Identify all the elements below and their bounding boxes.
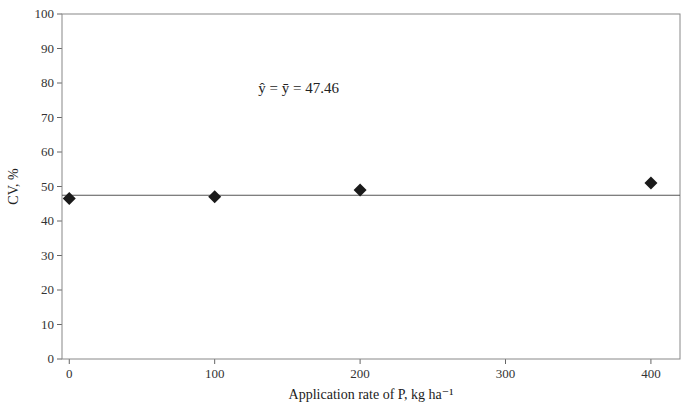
- y-tick: [57, 290, 62, 291]
- y-tick-label: 50: [41, 179, 54, 194]
- y-tick: [57, 324, 62, 325]
- x-tick: [650, 359, 651, 364]
- x-axis-label: Application rate of P, kg ha⁻¹: [289, 387, 454, 402]
- y-tick-label: 10: [41, 317, 54, 332]
- plot-area: [62, 177, 680, 206]
- annotation: ŷ = ȳ = 47.46: [258, 80, 339, 96]
- point: [63, 192, 76, 205]
- y-tick: [57, 83, 62, 84]
- x-tick-label: 200: [350, 366, 370, 381]
- plot-frame: [62, 14, 680, 359]
- x-tick-label: 300: [496, 366, 516, 381]
- y-tick-label: 0: [48, 351, 55, 366]
- x-tick: [505, 359, 506, 364]
- y-tick: [57, 186, 62, 187]
- mean-line: [62, 195, 680, 196]
- x-tick-label: 400: [641, 366, 661, 381]
- y-tick-label: 20: [41, 282, 54, 297]
- point: [208, 190, 221, 203]
- y-tick: [57, 152, 62, 153]
- y-tick-label: 60: [41, 144, 54, 159]
- y-tick: [57, 221, 62, 222]
- x-tick-label: 100: [205, 366, 225, 381]
- y-tick-label: 90: [41, 41, 54, 56]
- chart-container: 0 100 200 300 400 0 10 20 30 40 50 60 70 80 90 100 Appli…: [0, 0, 696, 411]
- y-tick-label: 100: [35, 6, 55, 21]
- y-tick-label: 80: [41, 75, 54, 90]
- y-tick-label: 70: [41, 110, 54, 125]
- y-tick: [57, 359, 62, 360]
- y-tick: [57, 255, 62, 256]
- y-tick-label: 40: [41, 213, 54, 228]
- x-tick: [360, 359, 361, 364]
- y-axis-label: CV, %: [6, 168, 21, 205]
- y-tick-label: 30: [41, 248, 54, 263]
- point: [644, 177, 657, 190]
- x-tick-label: 0: [66, 366, 73, 381]
- axes: 0 100 200 300 400 0 10 20 30 40 50 60 70 80 90 100: [35, 6, 661, 381]
- x-tick: [214, 359, 215, 364]
- y-tick: [57, 48, 62, 49]
- y-tick: [57, 117, 62, 118]
- x-tick: [69, 359, 70, 364]
- point: [354, 183, 367, 196]
- chart: 0 100 200 300 400 0 10 20 30 40 50 60 70 80 90 100 Appli…: [0, 0, 696, 411]
- y-tick: [57, 14, 62, 15]
